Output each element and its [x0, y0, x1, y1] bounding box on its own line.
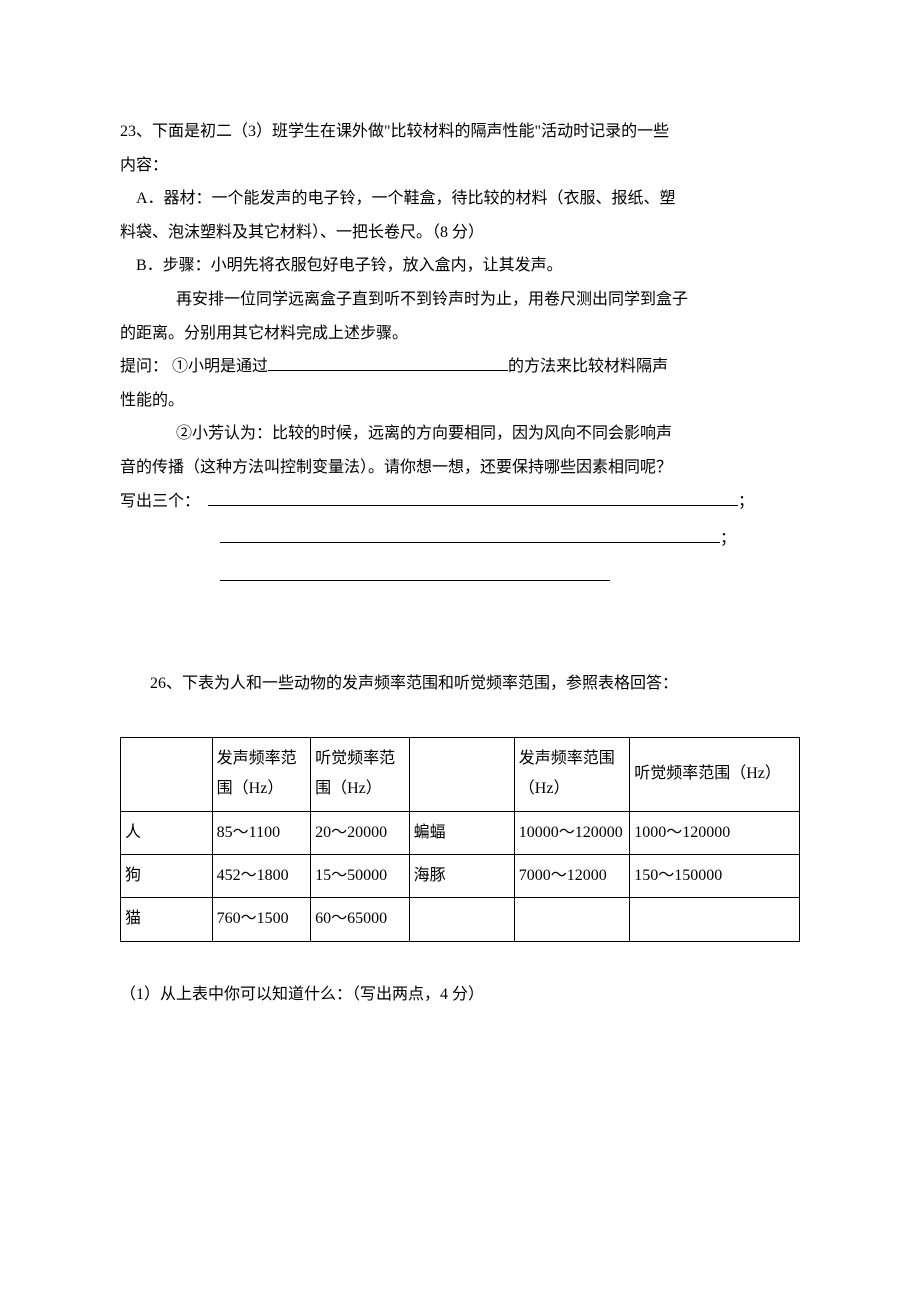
- q23-intro-line1: 23、下面是初二（3）班学生在课外做"比较材料的隔声性能"活动时记录的一些: [120, 115, 800, 149]
- q23-q1-suffix: 的方法来比较材料隔声: [508, 358, 668, 375]
- cell-animal: 蝙蝠: [409, 811, 514, 854]
- cell-emit: 85～1100: [212, 811, 310, 854]
- q23-question1: 提问： ①小明是通过 的方法来比较材料隔声: [120, 350, 800, 384]
- table-row: 人 85～1100 20～20000 蝙蝠 10000～120000 1000～…: [121, 811, 800, 854]
- cell-hear: 150～150000: [630, 855, 800, 898]
- cell-animal: 海豚: [409, 855, 514, 898]
- semicolon-2: ；: [720, 530, 736, 547]
- header-empty-2: [409, 737, 514, 811]
- header-hear-2: 听觉频率范围（Hz）: [630, 737, 800, 811]
- section-gap: [120, 597, 800, 667]
- header-empty-1: [121, 737, 213, 811]
- q23-q2-line3: 写出三个： ；: [120, 485, 800, 519]
- cell-hear: 15～50000: [311, 855, 409, 898]
- q23-q2-line2: 音的传播（这种方法叫控制变量法）。请你想一想，还要保持哪些因素相同呢？: [120, 451, 800, 485]
- header-emit-2: 发声频率范围（Hz）: [514, 737, 629, 811]
- blank-fill-2a[interactable]: [208, 491, 738, 505]
- cell-hear: 60～65000: [311, 898, 409, 941]
- cell-emit: 452～1800: [212, 855, 310, 898]
- blank-fill-1[interactable]: [268, 357, 508, 371]
- cell-emit: 760～1500: [212, 898, 310, 941]
- cell-animal: 人: [121, 811, 213, 854]
- table-row: 猫 760～1500 60～65000: [121, 898, 800, 941]
- q26-sub1: （1）从上表中你可以知道什么：（写出两点，4 分）: [120, 978, 800, 1012]
- cell-animal: 猫: [121, 898, 213, 941]
- blank-fill-2b[interactable]: [220, 529, 720, 543]
- q23-partB-line2: 再安排一位同学远离盒子直到听不到铃声时为止，用卷尺测出同学到盒子: [120, 283, 800, 317]
- cell-animal: [409, 898, 514, 941]
- q23-q2-line1: ②小芳认为：比较的时候，远离的方向要相同，因为风向不同会影响声: [120, 417, 800, 451]
- header-emit-1: 发声频率范围（Hz）: [212, 737, 310, 811]
- q23-partA-line1: A．器材：一个能发声的电子铃，一个鞋盒，待比较的材料（衣服、报纸、塑: [120, 182, 800, 216]
- q23-q1-prefix: 提问： ①小明是通过: [120, 358, 268, 375]
- table-row: 狗 452～1800 15～50000 海豚 7000～12000 150～15…: [121, 855, 800, 898]
- q23-partB-line3: 的距离。分别用其它材料完成上述步骤。: [120, 317, 800, 351]
- cell-emit: 7000～12000: [514, 855, 629, 898]
- cell-emit: 10000～120000: [514, 811, 629, 854]
- blank-row-2: ；: [120, 522, 800, 556]
- semicolon-1: ；: [738, 493, 754, 510]
- blank-row-3: [120, 560, 800, 594]
- cell-animal: 狗: [121, 855, 213, 898]
- blank-fill-2c[interactable]: [220, 566, 610, 580]
- cell-hear: 20～20000: [311, 811, 409, 854]
- q23-partB-line1: B．步骤：小明先将衣服包好电子铃，放入盒内，让其发声。: [120, 249, 800, 283]
- frequency-table: 发声频率范围（Hz） 听觉频率范围（Hz） 发声频率范围（Hz） 听觉频率范围（…: [120, 737, 800, 942]
- header-hear-1: 听觉频率范围（Hz）: [311, 737, 409, 811]
- cell-emit: [514, 898, 629, 941]
- table-header-row: 发声频率范围（Hz） 听觉频率范围（Hz） 发声频率范围（Hz） 听觉频率范围（…: [121, 737, 800, 811]
- q23-intro-line2: 内容：: [120, 149, 800, 183]
- q23-q2-prefix: 写出三个：: [120, 493, 200, 510]
- cell-hear: 1000～120000: [630, 811, 800, 854]
- q23-q1-suffix2: 性能的。: [120, 384, 800, 418]
- q23-partA-line2: 料袋、泡沫塑料及其它材料）、一把长卷尺。（8 分）: [120, 216, 800, 250]
- q26-intro: 26、下表为人和一些动物的发声频率范围和听觉频率范围，参照表格回答：: [120, 667, 800, 701]
- cell-hear: [630, 898, 800, 941]
